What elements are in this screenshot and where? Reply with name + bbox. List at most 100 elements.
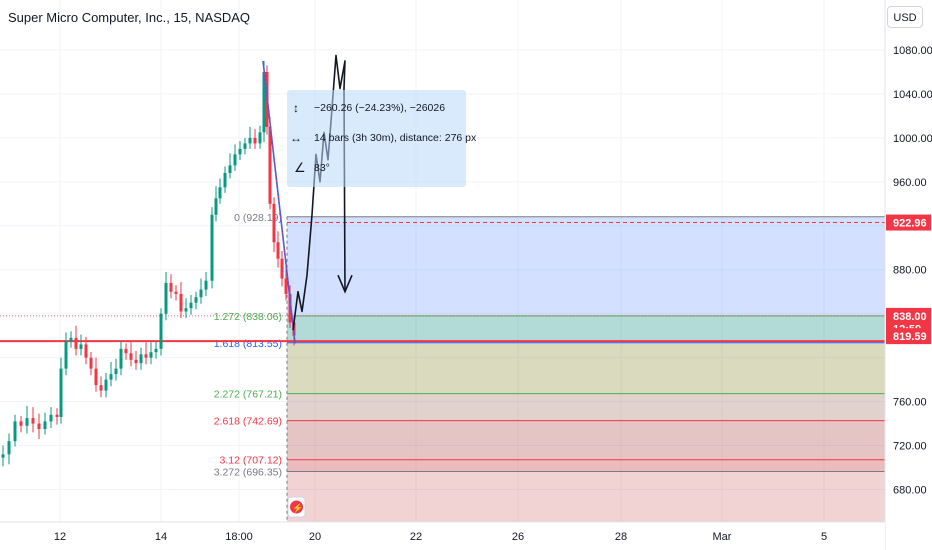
currency-button[interactable]: USD (887, 6, 923, 28)
plot-area (0, 0, 885, 522)
time-axis-ticks: 12 14 18:00 20 22 26 28 Mar 5 (54, 531, 827, 543)
price-tick-label: 720.00 (893, 441, 927, 453)
candle-body (43, 421, 47, 430)
time-tick-label: 22 (410, 531, 422, 543)
candle-body (7, 441, 11, 455)
fib-zone (287, 420, 885, 460)
price-label-box (886, 307, 931, 324)
fib-level-label: 3.272 (696.35) (214, 467, 282, 479)
price-label-box (886, 214, 931, 231)
time-tick-label: 14 (155, 531, 167, 543)
angle-icon: ∠ (294, 160, 306, 175)
event-icon (290, 500, 303, 514)
fib-level-label: 3.12 (707.12) (220, 455, 282, 467)
candle-body (134, 359, 138, 364)
candle-body (210, 214, 214, 281)
fib-zone (287, 216, 885, 316)
time-tick-label: 18:00 (225, 531, 253, 543)
time-tick-label: 20 (309, 531, 321, 543)
flash-icon: ⚡ (292, 502, 303, 514)
price-tick-label: 960.00 (893, 177, 927, 189)
price-axis (885, 0, 932, 550)
candle-body (284, 278, 288, 294)
price-range-icon: ↕ (293, 101, 299, 115)
candle-body (139, 354, 143, 364)
candle-body (124, 348, 128, 354)
price-axis-ticks: 1080.00 1040.00 1000.00 960.00 880.00 760.00 7… (893, 45, 932, 497)
fib-zone (287, 393, 885, 421)
candle-body (159, 313, 163, 349)
candle-body (84, 344, 88, 358)
candle-body (13, 421, 17, 442)
candle-body (144, 354, 148, 358)
measure-tooltip-box (287, 90, 466, 187)
candle-body (19, 421, 23, 426)
candles (1, 60, 296, 467)
candle-body (114, 368, 118, 375)
measure-tooltip: ↕ ↔ ∠ −260.26 (−24.23%), −26026 14 bars (3h … (287, 90, 477, 187)
candle-body (228, 165, 232, 174)
candle-body (189, 302, 193, 309)
price-tick-label: 1040.00 (893, 89, 932, 101)
fib-level-label: 0 (928.19) (234, 212, 282, 224)
candle-body (25, 418, 29, 426)
price-tick-label: 880.00 (893, 265, 927, 277)
candle-body (104, 379, 108, 391)
fib-level-label: 2.272 (767.21) (214, 389, 282, 401)
candle-body (276, 242, 280, 259)
projection-arrowhead (337, 274, 353, 294)
candle-body (248, 137, 252, 144)
candle-body (59, 368, 63, 417)
candle-body (233, 154, 237, 166)
fib-zones (287, 216, 885, 522)
fib-zone-extension (287, 471, 885, 522)
candle-body (218, 187, 222, 199)
candle-body (74, 337, 78, 349)
candle-body (169, 282, 173, 292)
candle-body (199, 289, 203, 298)
candle-body (194, 297, 198, 303)
candle-body (280, 258, 284, 279)
measure-guide (262, 60, 296, 344)
candle-body (37, 423, 41, 430)
candle-body (55, 414, 59, 417)
candle-body (149, 352, 153, 358)
candle-body (1, 454, 5, 458)
candle-body (94, 368, 98, 386)
candle-body (129, 353, 133, 360)
candle-body (204, 280, 208, 290)
time-axis (0, 522, 885, 550)
candle-body (89, 357, 93, 369)
candle-body (79, 344, 83, 349)
measure-angle: 83° (314, 162, 330, 174)
fib-zone (287, 342, 885, 394)
candle-body (272, 203, 276, 243)
candle-body (238, 148, 242, 155)
price-tick-label: 1080.00 (893, 45, 932, 57)
measure-range: 14 bars (3h 30m), distance: 276 px (314, 132, 477, 144)
time-tick-label: 26 (512, 531, 524, 543)
price-tick-label: 760.00 (893, 397, 927, 409)
price-tick-label: 680.00 (893, 485, 927, 497)
time-tick-label: 12 (54, 531, 66, 543)
price-label-text: 838.00 (893, 311, 927, 323)
candle-body (262, 71, 266, 133)
fib-zone (287, 315, 885, 343)
candle-body (164, 282, 168, 314)
candle-body (119, 348, 123, 369)
fib-zone (287, 459, 885, 472)
fib-level-label: 2.618 (742.69) (214, 416, 282, 428)
chart-title: Super Micro Computer, Inc., 15, NASDAQ (8, 10, 251, 25)
time-tick-label: Mar (713, 531, 732, 543)
candle-body (184, 308, 188, 312)
candle-body (64, 341, 68, 369)
time-tick-label: 5 (821, 531, 827, 543)
price-label-box (886, 328, 931, 345)
candle-body (223, 173, 227, 188)
candle-body (99, 385, 103, 391)
candle-body (69, 337, 73, 342)
candle-body (258, 132, 262, 144)
candle-body (253, 137, 257, 144)
price-label-text: 922.96 (893, 218, 927, 230)
